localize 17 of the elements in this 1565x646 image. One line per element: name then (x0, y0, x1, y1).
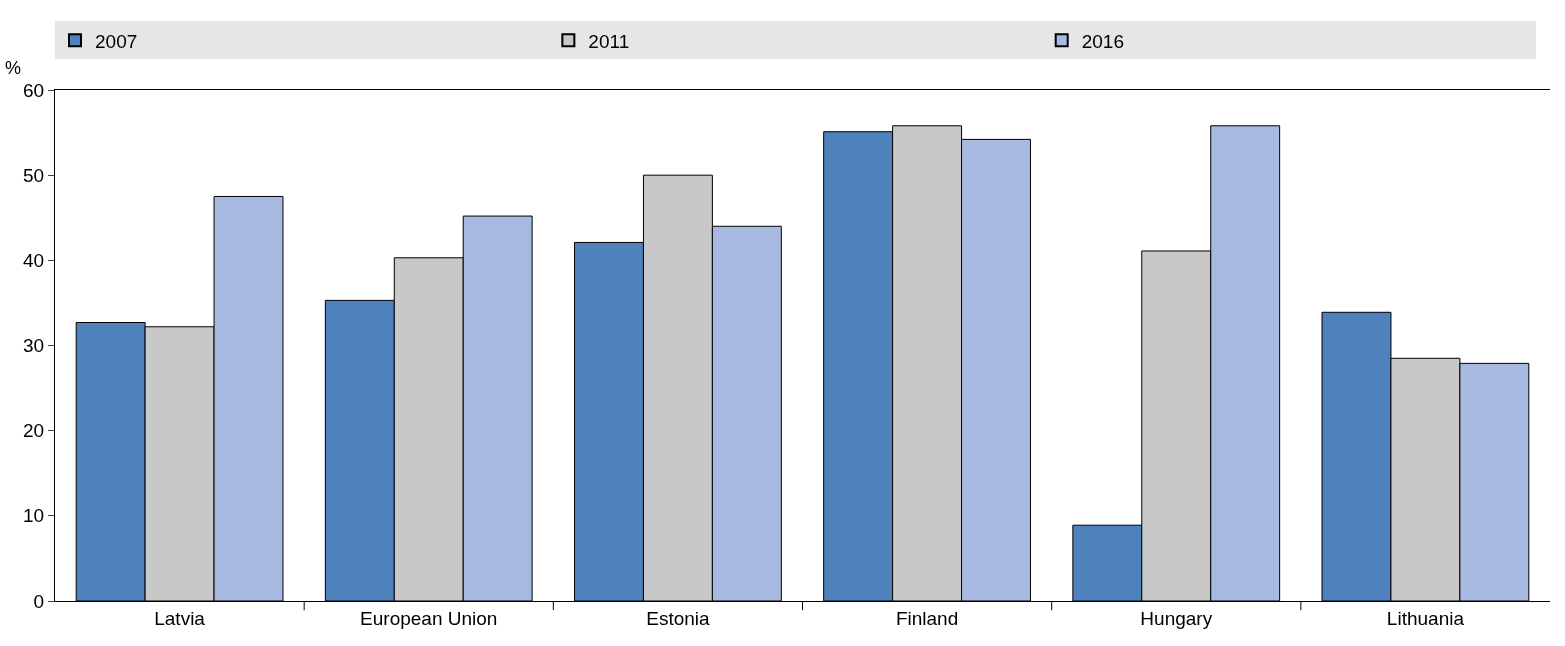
y-tick-label: 60 (23, 79, 45, 101)
x-tick-label: Finland (895, 607, 959, 629)
legend-label: 2007 (95, 30, 138, 52)
y-tick-label: 30 (23, 335, 45, 357)
y-tick-label: 20 (23, 420, 45, 442)
x-tick-label: Latvia (154, 607, 206, 629)
y-tick-label: 10 (23, 505, 45, 527)
legend-label: 2011 (588, 30, 630, 52)
y-tick-label: 50 (23, 164, 45, 186)
x-tick-label: European Union (360, 607, 498, 629)
x-tick-label: Estonia (646, 607, 711, 629)
x-tick-label: Hungary (1140, 607, 1213, 629)
y-axis-title: % (5, 58, 22, 78)
legend-label: 2016 (1081, 30, 1124, 52)
y-tick-label: 40 (23, 249, 45, 271)
x-tick-label: Lithuania (1386, 607, 1465, 629)
y-tick-label: 0 (33, 590, 45, 612)
